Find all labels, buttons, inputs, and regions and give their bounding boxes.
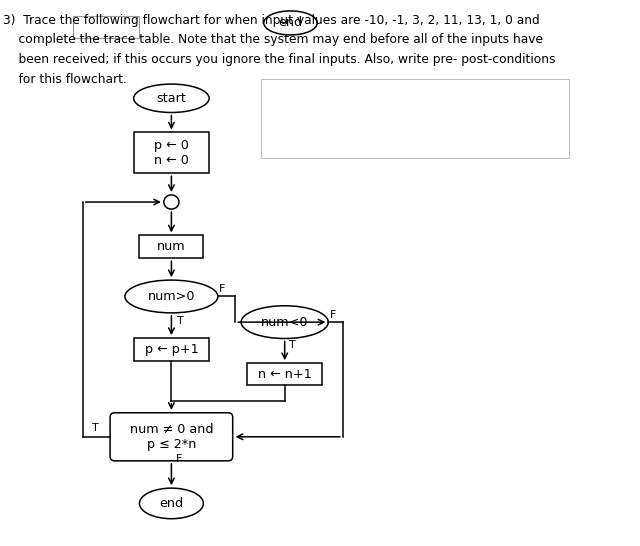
Text: num: num (157, 240, 186, 253)
Text: start: start (156, 92, 186, 105)
Text: T: T (177, 316, 184, 325)
Text: num ≠ 0 and
p ≤ 2*n: num ≠ 0 and p ≤ 2*n (130, 423, 213, 451)
Text: n ← n+1: n ← n+1 (258, 367, 312, 381)
Text: p ← 0
n ← 0: p ← 0 n ← 0 (154, 139, 189, 167)
Text: num>0: num>0 (148, 290, 195, 303)
Text: 3)  Trace the following flowchart for when input values are -10, -1, 3, 2, 11, 1: 3) Trace the following flowchart for whe… (3, 14, 540, 27)
Text: p ← p+1: p ← p+1 (145, 343, 198, 356)
Text: end: end (159, 497, 184, 510)
Text: T: T (289, 340, 296, 350)
Text: num<0: num<0 (261, 316, 308, 329)
Text: T: T (92, 423, 99, 434)
Text: for this flowchart.: for this flowchart. (3, 73, 127, 86)
Text: F: F (219, 284, 225, 294)
Text: F: F (330, 310, 337, 320)
Text: F: F (175, 454, 182, 464)
Text: complete the trace table. Note that the system may end before all of the inputs : complete the trace table. Note that the … (3, 33, 543, 46)
Text: end: end (278, 16, 303, 29)
Text: been received; if this occurs you ignore the final inputs. Also, write pre- post: been received; if this occurs you ignore… (3, 53, 556, 66)
